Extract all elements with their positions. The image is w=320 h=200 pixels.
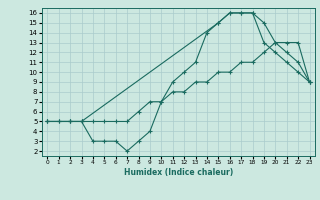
X-axis label: Humidex (Indice chaleur): Humidex (Indice chaleur)	[124, 168, 233, 177]
